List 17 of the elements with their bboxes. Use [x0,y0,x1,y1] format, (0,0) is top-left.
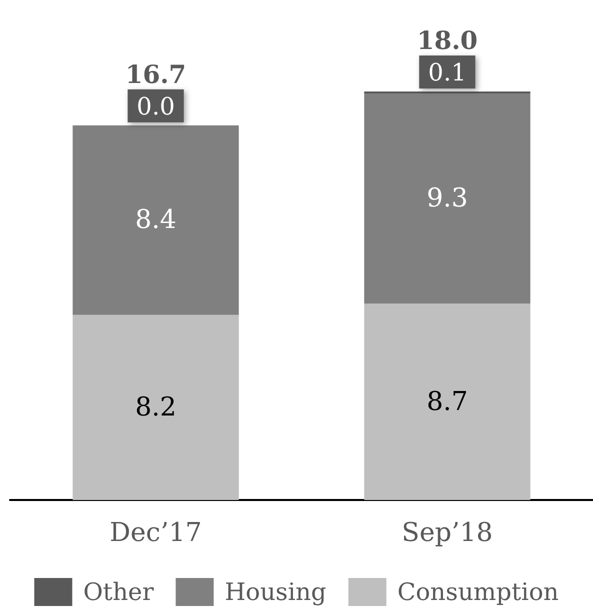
bar [72,314,239,500]
legend-label: Consumption [397,578,559,606]
data-label: 0.1 [428,58,466,86]
legend-label: Other [83,578,154,606]
bar [72,125,239,315]
data-label: 0.0 [136,92,175,120]
data-label: 9.3 [426,184,468,214]
x-tick-label: Sep’18 [402,518,493,548]
total-label: 16.7 [125,60,186,89]
total-label: 18.0 [416,26,478,55]
x-tick-label: Dec’17 [110,518,202,548]
legend-label: Housing [224,578,326,606]
bar [364,304,530,500]
data-label: 8.4 [135,205,176,236]
data-label: 8.7 [426,386,468,417]
bar [364,94,530,304]
data-label: 8.2 [135,392,176,422]
